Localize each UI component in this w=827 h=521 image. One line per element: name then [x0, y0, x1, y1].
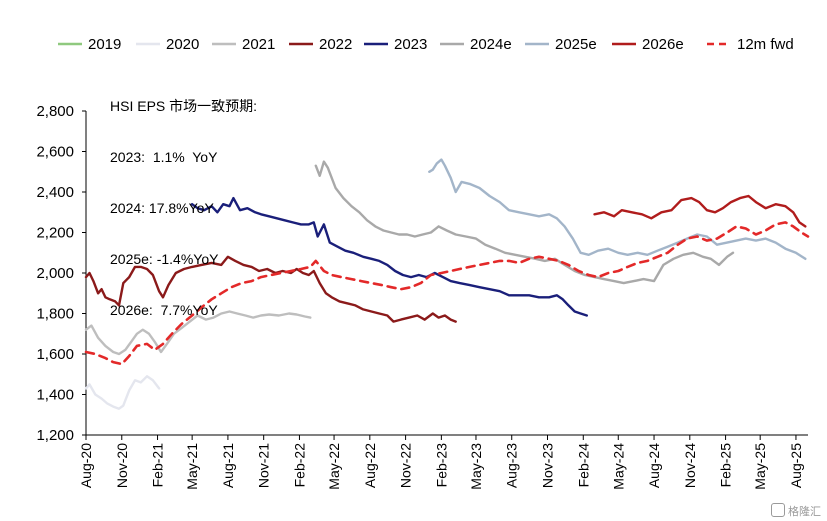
watermark-text: 格隆汇 — [788, 506, 821, 518]
series-line-12m-fwd — [84, 221, 810, 366]
y-tick-label: 2,800 — [36, 103, 74, 120]
x-tick-label: May-24 — [610, 443, 626, 490]
x-tick-label: Aug-23 — [504, 443, 520, 488]
series-line-2023 — [190, 196, 588, 317]
notes-line-2024: 2024: 17.8%YoY — [110, 200, 214, 216]
series-line-2020 — [84, 375, 161, 410]
x-tick-label: May-21 — [184, 443, 200, 490]
series-line-2022 — [84, 255, 457, 323]
legend-label: 2021 — [242, 36, 275, 53]
legend-label: 2024e — [470, 36, 512, 53]
chart-legend: 2019 2020 2021 2022 2023 2024e 2025e 2026e 12m f… — [58, 36, 794, 53]
y-tick-label: 1,400 — [36, 387, 74, 404]
watermark: 格隆汇 — [771, 503, 821, 519]
x-tick-label: Aug-21 — [220, 443, 236, 488]
notes-line-2025e: 2025e: -1.4%YoY — [110, 251, 219, 267]
x-tick-label: May-22 — [326, 443, 342, 490]
y-tick-label: 2,000 — [36, 265, 74, 282]
watermark-logo-icon — [771, 503, 785, 517]
legend-label: 2022 — [319, 36, 352, 53]
x-tick-label: Nov-21 — [256, 443, 272, 488]
legend-label: 2019 — [88, 36, 121, 53]
y-tick-label: 1,600 — [36, 346, 74, 363]
y-tick-label: 2,600 — [36, 144, 74, 161]
notes-line-2023: 2023: 1.1% YoY — [110, 149, 218, 165]
series-line-2021 — [84, 310, 312, 356]
x-tick-label: Feb-23 — [433, 443, 449, 488]
legend-label: 2020 — [166, 36, 199, 53]
y-axis: 1,200 1,400 1,600 1,800 2,000 2,200 2,400 2,600… — [36, 103, 87, 444]
notes-title: HSI EPS 市场一致预期: — [110, 98, 258, 114]
x-tick-label: Feb-22 — [291, 443, 307, 488]
notes-line-2026e: 2026e: 7.7%YoY — [110, 302, 218, 318]
series-line-2024e — [314, 160, 735, 285]
x-tick-label: Aug-25 — [788, 443, 804, 488]
x-tick-label: Aug-24 — [646, 443, 662, 488]
legend-label: 2025e — [555, 36, 597, 53]
x-tick-label: Aug-22 — [362, 443, 378, 488]
y-tick-label: 2,400 — [36, 184, 74, 201]
eps-consensus-notes: HSI EPS 市场一致预期: 2023: 1.1% YoY 2024: 17.… — [110, 64, 257, 336]
y-tick-label: 1,200 — [36, 427, 74, 444]
legend-label: 12m fwd — [737, 36, 794, 53]
plot-area — [84, 158, 810, 410]
x-axis: Aug-20 Nov-20 Feb-21 May-21 Aug-21 Nov-21 Feb-… — [78, 434, 808, 490]
legend-label: 2026e — [642, 36, 684, 53]
series-line-2025e — [428, 158, 807, 260]
x-tick-label: May-25 — [752, 443, 768, 490]
x-tick-label: Nov-24 — [682, 443, 698, 488]
x-tick-label: Nov-23 — [540, 443, 556, 488]
y-tick-label: 2,200 — [36, 225, 74, 242]
x-tick-label: May-23 — [468, 443, 484, 490]
x-tick-label: Feb-21 — [150, 443, 166, 488]
x-tick-label: Nov-22 — [398, 443, 414, 488]
x-tick-label: Feb-25 — [718, 443, 734, 488]
series-line-2026e — [593, 194, 807, 228]
legend-label: 2023 — [394, 36, 427, 53]
x-tick-label: Aug-20 — [78, 443, 94, 488]
x-tick-label: Nov-20 — [114, 443, 130, 488]
y-tick-label: 1,800 — [36, 306, 74, 323]
x-tick-label: Feb-24 — [575, 443, 591, 488]
